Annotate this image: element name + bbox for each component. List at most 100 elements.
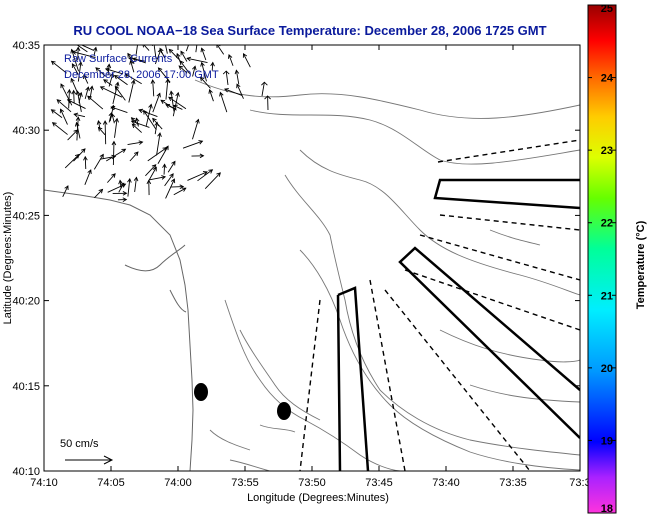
y-tick-label: 40:25	[12, 210, 40, 222]
current-vector	[156, 132, 162, 156]
overlay-line-1: Raw Surface Currents	[64, 53, 173, 65]
footprint-middle	[398, 246, 580, 439]
x-tick-label: 74:10	[30, 477, 58, 489]
current-vector	[264, 95, 271, 111]
current-vector	[71, 63, 79, 75]
current-vector	[170, 184, 185, 190]
current-vector	[106, 63, 112, 75]
current-vector	[127, 177, 132, 197]
current-vector	[62, 185, 69, 197]
current-vector	[176, 52, 181, 64]
current-vector	[182, 140, 204, 149]
colorbar-gradient	[587, 4, 617, 514]
colorbar-tick-label: 22	[601, 218, 613, 230]
y-tick-label: 40:15	[12, 381, 40, 393]
y-tick-label: 40:35	[12, 40, 40, 52]
current-vector	[223, 88, 243, 96]
current-vector	[128, 79, 136, 103]
current-vector	[172, 91, 180, 117]
x-tick-label: 74:05	[97, 477, 125, 489]
current-vector	[187, 171, 208, 181]
current-vector	[102, 120, 108, 145]
current-vector	[84, 86, 90, 99]
current-vector	[111, 140, 117, 166]
current-vector	[75, 46, 81, 61]
map-area: Raw Surface Currents December 28, 2006 1…	[44, 45, 580, 471]
current-vector	[70, 48, 79, 72]
current-vector	[51, 122, 68, 135]
current-vector	[127, 52, 135, 64]
current-vector	[208, 88, 214, 102]
current-vector	[107, 173, 116, 183]
current-vector	[210, 61, 215, 71]
x-axis-label: Longitude (Degrees:Minutes)	[247, 492, 389, 504]
scale-label: 50 cm/s	[60, 438, 99, 450]
current-vector	[197, 169, 214, 182]
current-vector	[186, 56, 208, 63]
y-tick-label: 40:10	[12, 466, 40, 478]
current-vector	[114, 85, 126, 101]
current-vector	[157, 145, 169, 165]
current-vector	[151, 45, 157, 58]
coastline	[44, 189, 194, 471]
current-vector	[219, 91, 228, 113]
current-vector	[93, 153, 104, 170]
current-vector	[108, 72, 115, 87]
current-vector	[150, 79, 156, 97]
current-vector	[89, 85, 94, 100]
current-vector	[129, 151, 139, 162]
surface-current-vectors	[50, 45, 271, 202]
current-vector	[242, 52, 251, 68]
chart-title: RU COOL NOAA−18 Sea Surface Temperature:…	[73, 23, 546, 38]
current-vector	[192, 65, 197, 77]
footprint-north	[433, 178, 580, 210]
x-axis: 74:10 74:05 74:00 73:55 73:50 73:45 73:40 73:35…	[30, 45, 591, 489]
current-vector	[76, 45, 88, 53]
x-tick-label: 73:35	[499, 477, 527, 489]
colorbar-label: Temperature (°C)	[635, 220, 647, 309]
bathymetry-contours	[194, 79, 580, 471]
current-vector	[145, 164, 157, 177]
current-vector	[165, 103, 177, 110]
current-vector	[100, 154, 117, 160]
current-vector	[94, 188, 104, 199]
current-vector	[142, 45, 150, 51]
current-vector	[152, 117, 163, 130]
current-vector	[145, 103, 153, 127]
x-tick-label: 73:45	[365, 477, 393, 489]
x-tick-label: 73:50	[298, 477, 326, 489]
current-vector	[227, 54, 234, 66]
y-tick-label: 40:30	[12, 125, 40, 137]
current-vector	[56, 99, 72, 113]
current-vector	[133, 176, 139, 192]
current-vector	[204, 172, 221, 189]
current-vector	[236, 83, 244, 99]
sensor-footprints	[336, 178, 580, 471]
colorbar-tick-label: 18	[601, 503, 613, 515]
current-vector	[60, 83, 73, 106]
scale-arrow	[65, 455, 114, 465]
buoy-marker-1	[194, 383, 208, 401]
footprint-south	[336, 286, 370, 471]
colorbar: 18 19 20 21 22 23 24 25 Temperature (°C)	[587, 3, 647, 515]
current-vector	[192, 118, 200, 140]
current-vector	[164, 173, 174, 187]
current-vector	[154, 48, 163, 65]
current-vector	[199, 76, 211, 89]
current-vector	[127, 140, 144, 146]
current-vector	[71, 89, 77, 104]
y-axis-label: Latitude (Degrees:Minutes)	[2, 192, 14, 325]
current-vector	[172, 104, 183, 110]
current-vector	[168, 48, 180, 60]
y-tick-label: 40:20	[12, 296, 40, 308]
current-vector	[83, 155, 88, 170]
current-vector	[138, 108, 158, 118]
current-vector	[152, 92, 161, 113]
x-tick-label: 73:3	[569, 477, 590, 489]
current-vector	[64, 153, 80, 169]
current-vector	[73, 112, 86, 118]
current-vector	[157, 67, 171, 83]
x-tick-label: 73:55	[231, 477, 259, 489]
current-vector	[168, 96, 187, 110]
x-tick-label: 74:00	[164, 477, 192, 489]
